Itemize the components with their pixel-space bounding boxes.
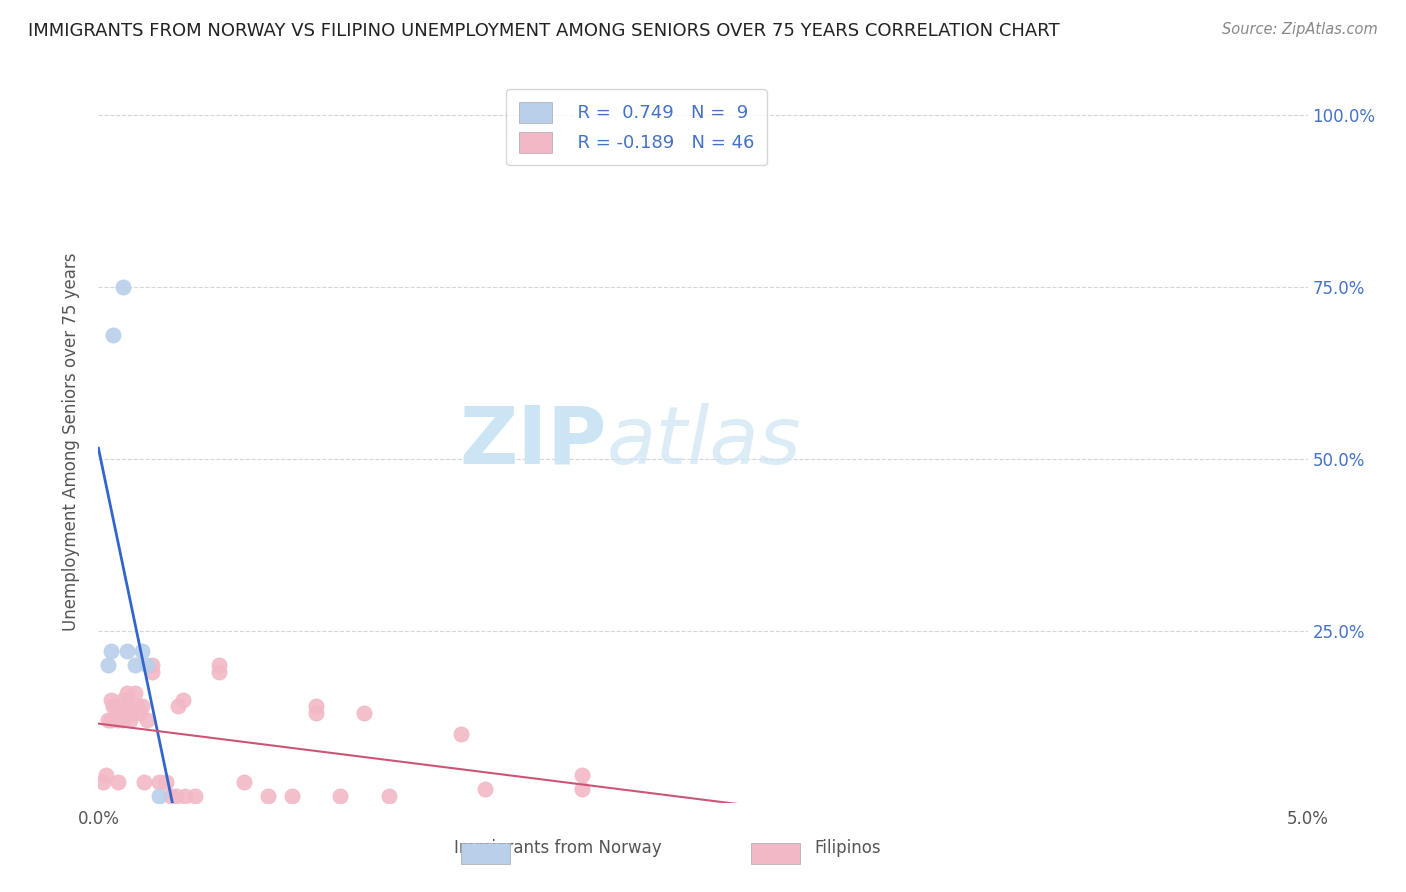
Point: [121, 706, 143, 721]
Point: [208, 665, 231, 679]
Point: [184, 789, 207, 803]
Point: [91, 775, 114, 789]
Point: [167, 699, 190, 714]
Point: [128, 706, 150, 721]
Point: [571, 768, 593, 782]
Text: Source: ZipAtlas.com: Source: ZipAtlas.com: [1222, 22, 1378, 37]
Point: [107, 775, 129, 789]
Point: [141, 665, 163, 679]
Point: [127, 699, 149, 714]
Point: [135, 713, 157, 727]
Legend:   R =  0.749   N =  9,   R = -0.189   N = 46: R = 0.749 N = 9, R = -0.189 N = 46: [506, 89, 768, 165]
Point: [174, 789, 197, 803]
Point: [100, 713, 122, 727]
Point: [232, 775, 254, 789]
Point: [172, 692, 194, 706]
Y-axis label: Unemployment Among Seniors over 75 years: Unemployment Among Seniors over 75 years: [62, 252, 80, 631]
Point: [131, 699, 153, 714]
Point: [94, 768, 117, 782]
Point: [155, 775, 177, 789]
Point: [97, 713, 120, 727]
Point: [353, 706, 375, 721]
Point: [117, 686, 139, 700]
Point: [160, 789, 183, 803]
FancyBboxPatch shape: [751, 843, 800, 864]
Point: [377, 789, 399, 803]
Point: [148, 789, 170, 803]
Point: [208, 658, 231, 673]
Point: [111, 279, 134, 293]
Point: [124, 686, 146, 700]
Point: [450, 727, 472, 741]
Point: [329, 789, 352, 803]
Text: ZIP: ZIP: [458, 402, 606, 481]
Text: atlas: atlas: [606, 402, 801, 481]
Point: [101, 327, 124, 342]
Point: [108, 706, 131, 721]
Point: [104, 699, 127, 714]
Text: Filipinos: Filipinos: [815, 839, 882, 857]
Text: Immigrants from Norway: Immigrants from Norway: [454, 839, 662, 857]
Point: [101, 699, 124, 714]
Point: [97, 658, 120, 673]
Point: [256, 789, 278, 803]
Point: [281, 789, 304, 803]
Point: [165, 789, 187, 803]
Point: [117, 699, 139, 714]
Point: [100, 692, 122, 706]
Point: [111, 713, 134, 727]
Point: [124, 658, 146, 673]
Point: [131, 644, 153, 658]
Point: [148, 775, 170, 789]
Point: [111, 692, 134, 706]
Point: [117, 644, 139, 658]
Point: [571, 782, 593, 797]
Point: [118, 713, 141, 727]
Point: [100, 644, 122, 658]
Point: [305, 706, 328, 721]
Text: IMMIGRANTS FROM NORWAY VS FILIPINO UNEMPLOYMENT AMONG SENIORS OVER 75 YEARS CORR: IMMIGRANTS FROM NORWAY VS FILIPINO UNEMP…: [28, 22, 1060, 40]
Point: [107, 713, 129, 727]
Point: [474, 782, 496, 797]
Point: [305, 699, 328, 714]
Point: [141, 658, 163, 673]
FancyBboxPatch shape: [461, 843, 509, 864]
Point: [134, 775, 156, 789]
Point: [135, 658, 157, 673]
